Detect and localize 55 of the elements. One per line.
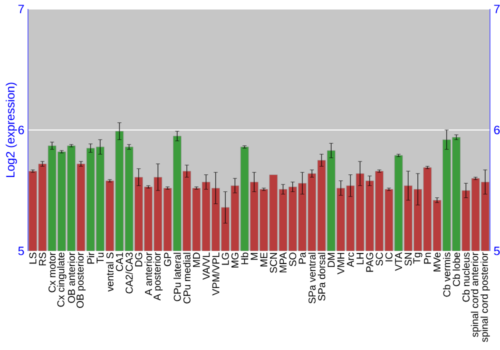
- y-tick-label: 5: [18, 246, 24, 256]
- x-tick-label: SN: [404, 252, 412, 266]
- x-tick-label: IC: [385, 252, 392, 262]
- y2-tick-label: 5: [494, 246, 500, 256]
- x-tick-label: Cx cingulate: [57, 252, 66, 307]
- x-tick-label: MVe: [434, 252, 441, 272]
- x-tick-label: Hb: [240, 252, 248, 264]
- y2-tick-label: 6: [494, 126, 500, 134]
- x-tick-label: M: [250, 253, 258, 260]
- x-tick-label: VMH: [337, 252, 344, 274]
- x-tick-label: MD: [192, 252, 200, 267]
- x-tick-label: RS: [38, 252, 46, 266]
- x-tick-label: PAG: [366, 252, 374, 272]
- x-tick-label: Pir: [86, 252, 94, 264]
- x-tick-label: MG: [231, 252, 238, 268]
- x-tick-label: ventral S: [106, 252, 114, 292]
- x-tick-label: Tu: [96, 252, 104, 264]
- x-tick-label: MPA: [280, 252, 287, 272]
- x-tick-label: Pn: [424, 252, 431, 264]
- x-tick-label: Pa: [298, 252, 306, 264]
- x-tick-label: VPM/VPL: [212, 252, 220, 296]
- x-tick-label: A posterior: [153, 252, 163, 301]
- x-tick-label: spinal cord anterior: [470, 252, 480, 337]
- y-axis-title: Log2 (expression): [6, 82, 17, 178]
- x-tick-label: OB anterior: [68, 252, 75, 303]
- x-tick-label: SC: [376, 252, 383, 266]
- x-tick-label: SO: [289, 252, 296, 266]
- x-tick-label: Cx motor: [48, 252, 56, 292]
- y-tick-label: 7: [18, 4, 24, 14]
- x-tick-label: CA1: [116, 252, 123, 272]
- x-tick-label: CA2/CA3: [125, 252, 133, 294]
- x-tick-label: VA/VL: [202, 252, 210, 280]
- x-tick-label: Cb vermis: [443, 252, 450, 297]
- x-tick-label: Arc: [346, 252, 354, 268]
- x-tick-label: VTA: [395, 252, 402, 271]
- y2-tick-label: 7: [494, 4, 500, 14]
- x-tick-label: LS: [29, 252, 36, 264]
- x-tick-label: OB posterior: [76, 252, 86, 308]
- x-tick-label: LG: [222, 252, 229, 265]
- x-tick-label: GP: [164, 252, 172, 266]
- x-tick-label: Cb lobe: [452, 252, 460, 286]
- x-tick-label: Tg: [413, 252, 422, 264]
- x-tick-label: SPa dorsal: [318, 252, 326, 301]
- x-tick-label: spinal cord posterior: [480, 252, 490, 342]
- x-tick-label: CPu lateral: [174, 252, 181, 302]
- x-tick-label: DG: [135, 252, 142, 266]
- x-tick-label: DM: [328, 253, 335, 267]
- x-tick-label: ME: [260, 252, 268, 266]
- x-tick-label: CPu medial: [183, 252, 190, 304]
- x-tick-label: SPa ventral: [308, 252, 316, 304]
- y-tick-label: 6: [18, 126, 24, 134]
- x-tick-label: SCN: [270, 252, 277, 273]
- x-tick-label: LH: [356, 252, 364, 264]
- x-tick-label: Cb nucleus: [462, 252, 470, 302]
- x-tick-label: A anterior: [144, 252, 152, 296]
